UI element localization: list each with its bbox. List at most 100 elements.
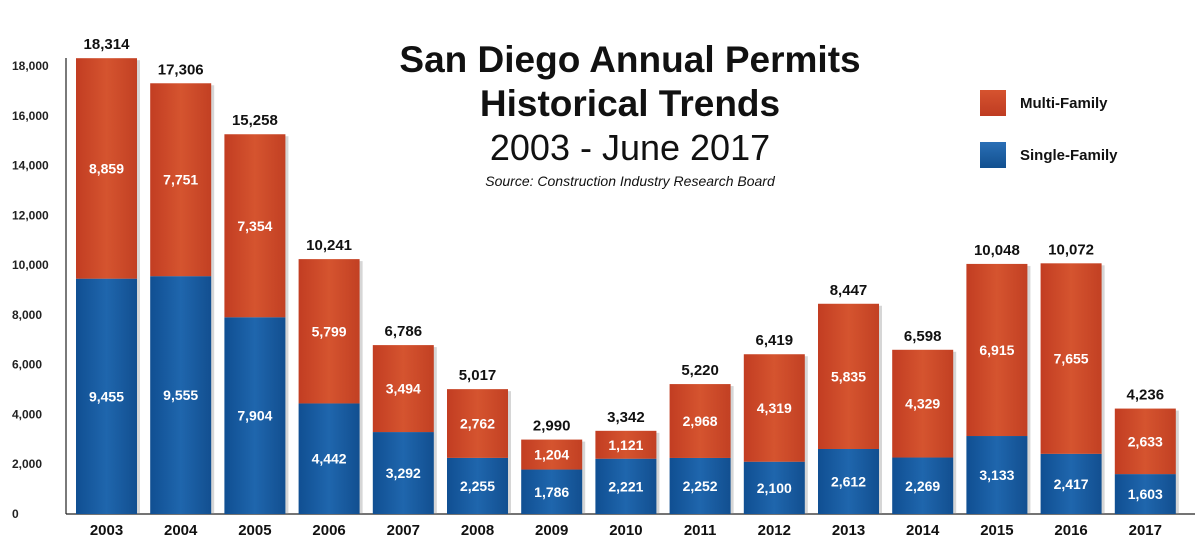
data-label-total: 6,419	[756, 332, 794, 349]
data-label-single-family: 4,442	[312, 451, 347, 467]
legend: Multi-Family Single-Family	[980, 88, 1118, 192]
data-label-multi-family: 3,494	[386, 381, 421, 397]
bar-single-family	[521, 469, 583, 514]
bar-single-family	[892, 457, 954, 514]
bar-single-family	[224, 317, 286, 514]
data-label-total: 5,220	[681, 362, 719, 379]
data-label-single-family: 7,904	[237, 408, 272, 424]
chart-title-block: San Diego Annual Permits Historical Tren…	[280, 38, 980, 192]
bar-multi-family	[743, 354, 805, 462]
x-tick-label: 2015	[980, 522, 1013, 539]
x-tick-label: 2006	[312, 522, 345, 539]
data-label-single-family: 2,255	[460, 478, 495, 494]
legend-item-single-family: Single-Family	[980, 140, 1118, 170]
bar-multi-family	[1114, 408, 1176, 475]
legend-swatch-multi-family	[980, 90, 1006, 116]
bar-multi-family	[150, 83, 212, 277]
x-tick-label: 2010	[609, 522, 642, 539]
data-label-total: 10,072	[1048, 241, 1094, 258]
x-tick-label: 2016	[1054, 522, 1087, 539]
data-label-multi-family: 2,633	[1128, 433, 1163, 449]
data-label-total: 4,236	[1127, 387, 1165, 404]
data-label-total: 15,258	[232, 112, 278, 129]
data-label-multi-family: 1,204	[534, 447, 569, 463]
data-label-total: 6,786	[385, 323, 423, 340]
data-label-multi-family: 7,354	[237, 218, 272, 234]
data-label-multi-family: 1,121	[608, 437, 643, 453]
chart-title-line2: Historical Trends	[479, 83, 781, 124]
bar-single-family	[1114, 474, 1176, 514]
y-tick-label: 16,000	[12, 109, 49, 123]
data-label-single-family: 9,455	[89, 388, 124, 404]
bar-single-family	[669, 457, 731, 514]
data-label-multi-family: 4,329	[905, 396, 940, 412]
bar-multi-family	[224, 134, 286, 318]
bar-single-family	[966, 436, 1028, 514]
bar-single-family	[298, 403, 360, 514]
bar-multi-family	[892, 349, 954, 458]
bar-multi-family	[298, 259, 360, 404]
data-label-single-family: 1,786	[534, 484, 569, 500]
x-tick-label: 2009	[535, 522, 568, 539]
data-label-multi-family: 5,835	[831, 368, 866, 384]
x-tick-label: 2011	[684, 522, 717, 539]
data-label-total: 10,241	[306, 237, 352, 254]
legend-label-multi-family: Multi-Family	[1020, 94, 1108, 112]
data-label-single-family: 3,133	[979, 467, 1014, 483]
y-tick-label: 6,000	[12, 358, 42, 372]
data-label-single-family: 2,612	[831, 473, 866, 489]
x-tick-label: 2013	[832, 522, 865, 539]
y-tick-label: 2,000	[12, 457, 42, 471]
x-tick-label: 2005	[238, 522, 271, 539]
bar-single-family	[372, 432, 434, 514]
data-label-single-family: 1,603	[1128, 486, 1163, 502]
data-label-single-family: 2,269	[905, 478, 940, 494]
bar-multi-family	[818, 303, 879, 449]
x-tick-label: 2004	[164, 522, 198, 539]
bar-single-family	[743, 461, 805, 514]
legend-swatch-single-family	[980, 142, 1006, 168]
data-label-multi-family: 7,751	[163, 172, 198, 188]
legend-label-single-family: Single-Family	[1020, 146, 1118, 164]
data-label-single-family: 3,292	[386, 465, 421, 481]
bar-single-family	[447, 457, 508, 514]
data-label-multi-family: 8,859	[89, 160, 124, 176]
chart-title-line1: San Diego Annual Permits	[399, 39, 861, 80]
bar-single-family	[818, 448, 879, 514]
x-tick-label: 2012	[758, 522, 791, 539]
bar-multi-family	[76, 58, 137, 279]
data-label-multi-family: 2,968	[683, 413, 718, 429]
data-label-total: 6,598	[904, 328, 942, 345]
x-tick-label: 2008	[461, 522, 494, 539]
data-label-total: 3,342	[607, 409, 645, 426]
bar-single-family	[150, 276, 212, 514]
y-tick-label: 18,000	[12, 59, 49, 73]
x-tick-label: 2017	[1129, 522, 1162, 539]
data-label-total: 5,017	[459, 367, 497, 384]
data-label-multi-family: 4,319	[757, 400, 792, 416]
x-tick-label: 2007	[387, 522, 420, 539]
data-label-total: 17,306	[158, 61, 204, 78]
y-tick-label: 12,000	[12, 208, 49, 222]
y-tick-label: 4,000	[12, 407, 42, 421]
data-label-multi-family: 7,655	[1054, 351, 1089, 367]
bar-single-family	[595, 458, 657, 514]
chart-subtitle: 2003 - June 2017	[489, 127, 771, 168]
y-tick-label: 14,000	[12, 159, 49, 173]
data-label-multi-family: 2,762	[460, 416, 495, 432]
data-label-single-family: 2,252	[683, 478, 718, 494]
bar-multi-family	[447, 389, 508, 458]
data-label-total: 18,314	[84, 36, 131, 53]
bar-single-family	[76, 278, 137, 514]
data-label-total: 10,048	[974, 242, 1020, 259]
legend-item-multi-family: Multi-Family	[980, 88, 1118, 118]
bar-multi-family	[372, 345, 434, 433]
data-label-single-family: 2,417	[1054, 476, 1089, 492]
x-tick-label: 2014	[906, 522, 940, 539]
y-tick-label: 0	[12, 507, 19, 521]
data-label-total: 2,990	[533, 418, 571, 435]
data-label-single-family: 9,555	[163, 387, 198, 403]
data-label-single-family: 2,221	[608, 478, 643, 494]
bar-multi-family	[1040, 263, 1102, 454]
bar-multi-family	[966, 263, 1028, 437]
